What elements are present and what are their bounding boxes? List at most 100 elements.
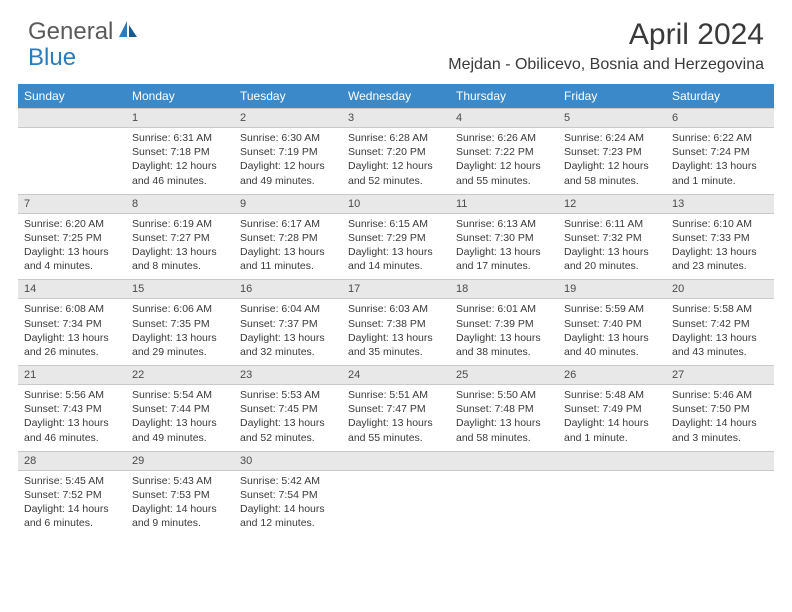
daylight-text: Daylight: 12 hours and 49 minutes. bbox=[240, 159, 336, 187]
sunrise-text: Sunrise: 6:17 AM bbox=[240, 217, 336, 231]
calendar-week: 28Sunrise: 5:45 AMSunset: 7:52 PMDayligh… bbox=[18, 451, 774, 537]
month-title: April 2024 bbox=[448, 18, 764, 52]
cell-day-number: 6 bbox=[666, 108, 774, 128]
sunrise-text: Sunrise: 6:15 AM bbox=[348, 217, 444, 231]
cell-body: Sunrise: 6:24 AMSunset: 7:23 PMDaylight:… bbox=[558, 128, 666, 194]
daylight-text: Daylight: 12 hours and 52 minutes. bbox=[348, 159, 444, 187]
cell-body: Sunrise: 6:01 AMSunset: 7:39 PMDaylight:… bbox=[450, 299, 558, 365]
calendar-cell: 4Sunrise: 6:26 AMSunset: 7:22 PMDaylight… bbox=[450, 108, 558, 194]
sunset-text: Sunset: 7:45 PM bbox=[240, 402, 336, 416]
cell-day-number: 29 bbox=[126, 451, 234, 471]
calendar-cell: 22Sunrise: 5:54 AMSunset: 7:44 PMDayligh… bbox=[126, 365, 234, 451]
cell-body bbox=[450, 471, 558, 533]
cell-day-number: 17 bbox=[342, 279, 450, 299]
daylight-text: Daylight: 13 hours and 58 minutes. bbox=[456, 416, 552, 444]
sunrise-text: Sunrise: 6:24 AM bbox=[564, 131, 660, 145]
sunset-text: Sunset: 7:27 PM bbox=[132, 231, 228, 245]
sunset-text: Sunset: 7:23 PM bbox=[564, 145, 660, 159]
logo-text-general: General bbox=[28, 18, 113, 46]
cell-day-number: 4 bbox=[450, 108, 558, 128]
cell-day-number: 21 bbox=[18, 365, 126, 385]
calendar-week: 7Sunrise: 6:20 AMSunset: 7:25 PMDaylight… bbox=[18, 194, 774, 280]
cell-body: Sunrise: 6:28 AMSunset: 7:20 PMDaylight:… bbox=[342, 128, 450, 194]
daylight-text: Daylight: 12 hours and 58 minutes. bbox=[564, 159, 660, 187]
cell-day-number: 11 bbox=[450, 194, 558, 214]
day-header-sunday: Sunday bbox=[18, 84, 126, 108]
logo-sail-icon bbox=[117, 19, 139, 44]
daylight-text: Daylight: 13 hours and 49 minutes. bbox=[132, 416, 228, 444]
calendar-cell: 12Sunrise: 6:11 AMSunset: 7:32 PMDayligh… bbox=[558, 194, 666, 280]
sunset-text: Sunset: 7:43 PM bbox=[24, 402, 120, 416]
sunrise-text: Sunrise: 5:51 AM bbox=[348, 388, 444, 402]
cell-body: Sunrise: 5:59 AMSunset: 7:40 PMDaylight:… bbox=[558, 299, 666, 365]
daylight-text: Daylight: 14 hours and 9 minutes. bbox=[132, 502, 228, 530]
cell-day-number: 25 bbox=[450, 365, 558, 385]
daylight-text: Daylight: 12 hours and 55 minutes. bbox=[456, 159, 552, 187]
cell-body: Sunrise: 6:13 AMSunset: 7:30 PMDaylight:… bbox=[450, 214, 558, 280]
calendar-cell: 16Sunrise: 6:04 AMSunset: 7:37 PMDayligh… bbox=[234, 279, 342, 365]
sunset-text: Sunset: 7:18 PM bbox=[132, 145, 228, 159]
day-header-friday: Friday bbox=[558, 84, 666, 108]
cell-day-number: 15 bbox=[126, 279, 234, 299]
cell-body: Sunrise: 6:19 AMSunset: 7:27 PMDaylight:… bbox=[126, 214, 234, 280]
calendar-cell: 19Sunrise: 5:59 AMSunset: 7:40 PMDayligh… bbox=[558, 279, 666, 365]
calendar-cell: 20Sunrise: 5:58 AMSunset: 7:42 PMDayligh… bbox=[666, 279, 774, 365]
calendar-cell: 13Sunrise: 6:10 AMSunset: 7:33 PMDayligh… bbox=[666, 194, 774, 280]
sunset-text: Sunset: 7:39 PM bbox=[456, 317, 552, 331]
sunset-text: Sunset: 7:53 PM bbox=[132, 488, 228, 502]
calendar-cell: 23Sunrise: 5:53 AMSunset: 7:45 PMDayligh… bbox=[234, 365, 342, 451]
cell-day-number: 27 bbox=[666, 365, 774, 385]
sunrise-text: Sunrise: 6:13 AM bbox=[456, 217, 552, 231]
calendar-cell: 29 Sunrise: 5:43 AMSunset: 7:53 PMDayligh… bbox=[126, 451, 234, 537]
calendar-day-header: Sunday Monday Tuesday Wednesday Thursday… bbox=[18, 84, 774, 108]
cell-body: Sunrise: 5:48 AMSunset: 7:49 PMDaylight:… bbox=[558, 385, 666, 451]
daylight-text: Daylight: 14 hours and 12 minutes. bbox=[240, 502, 336, 530]
calendar-cell: 11Sunrise: 6:13 AMSunset: 7:30 PMDayligh… bbox=[450, 194, 558, 280]
cell-body: Sunrise: 5:58 AMSunset: 7:42 PMDaylight:… bbox=[666, 299, 774, 365]
sunrise-text: Sunrise: 5:48 AM bbox=[564, 388, 660, 402]
cell-body: Sunrise: 5:51 AMSunset: 7:47 PMDaylight:… bbox=[342, 385, 450, 451]
cell-body bbox=[666, 471, 774, 533]
sunset-text: Sunset: 7:44 PM bbox=[132, 402, 228, 416]
calendar-cell: 10Sunrise: 6:15 AMSunset: 7:29 PMDayligh… bbox=[342, 194, 450, 280]
sunrise-text: Sunrise: 5:43 AM bbox=[132, 474, 228, 488]
cell-body bbox=[342, 471, 450, 533]
sunset-text: Sunset: 7:47 PM bbox=[348, 402, 444, 416]
sunset-text: Sunset: 7:37 PM bbox=[240, 317, 336, 331]
daylight-text: Daylight: 13 hours and 52 minutes. bbox=[240, 416, 336, 444]
cell-body: Sunrise: 6:04 AMSunset: 7:37 PMDaylight:… bbox=[234, 299, 342, 365]
sunset-text: Sunset: 7:29 PM bbox=[348, 231, 444, 245]
cell-day-number: 19 bbox=[558, 279, 666, 299]
sunset-text: Sunset: 7:48 PM bbox=[456, 402, 552, 416]
calendar-week: 14Sunrise: 6:08 AMSunset: 7:34 PMDayligh… bbox=[18, 279, 774, 365]
daylight-text: Daylight: 13 hours and 26 minutes. bbox=[24, 331, 120, 359]
sunrise-text: Sunrise: 6:08 AM bbox=[24, 302, 120, 316]
sunset-text: Sunset: 7:25 PM bbox=[24, 231, 120, 245]
calendar-cell: 24Sunrise: 5:51 AMSunset: 7:47 PMDayligh… bbox=[342, 365, 450, 451]
sunrise-text: Sunrise: 6:01 AM bbox=[456, 302, 552, 316]
daylight-text: Daylight: 13 hours and 1 minute. bbox=[672, 159, 768, 187]
cell-body bbox=[18, 128, 126, 190]
cell-day-number: 1 bbox=[126, 108, 234, 128]
cell-day-number bbox=[450, 451, 558, 471]
cell-body: Sunrise: 6:06 AMSunset: 7:35 PMDaylight:… bbox=[126, 299, 234, 365]
sunset-text: Sunset: 7:52 PM bbox=[24, 488, 120, 502]
daylight-text: Daylight: 13 hours and 4 minutes. bbox=[24, 245, 120, 273]
cell-body: Sunrise: 6:30 AMSunset: 7:19 PMDaylight:… bbox=[234, 128, 342, 194]
calendar-cell: 18Sunrise: 6:01 AMSunset: 7:39 PMDayligh… bbox=[450, 279, 558, 365]
cell-day-number: 26 bbox=[558, 365, 666, 385]
logo-text-blue: Blue bbox=[28, 44, 76, 71]
cell-body: Sunrise: 5:42 AMSunset: 7:54 PMDaylight:… bbox=[234, 471, 342, 537]
cell-body: Sunrise: 5:54 AMSunset: 7:44 PMDaylight:… bbox=[126, 385, 234, 451]
calendar-cell bbox=[558, 451, 666, 537]
cell-day-number bbox=[18, 108, 126, 128]
daylight-text: Daylight: 13 hours and 14 minutes. bbox=[348, 245, 444, 273]
cell-day-number: 28 bbox=[18, 451, 126, 471]
calendar-weeks: 1Sunrise: 6:31 AMSunset: 7:18 PMDaylight… bbox=[18, 108, 774, 536]
sunset-text: Sunset: 7:49 PM bbox=[564, 402, 660, 416]
calendar-week: 1Sunrise: 6:31 AMSunset: 7:18 PMDaylight… bbox=[18, 108, 774, 194]
cell-day-number bbox=[342, 451, 450, 471]
cell-day-number bbox=[558, 451, 666, 471]
calendar-cell: 28Sunrise: 5:45 AMSunset: 7:52 PMDayligh… bbox=[18, 451, 126, 537]
daylight-text: Daylight: 14 hours and 1 minute. bbox=[564, 416, 660, 444]
